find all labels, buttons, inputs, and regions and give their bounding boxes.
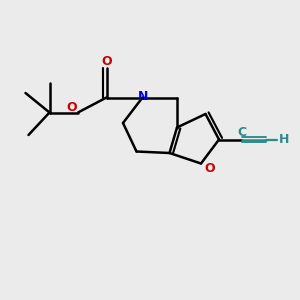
Text: O: O	[66, 100, 77, 114]
Text: O: O	[101, 55, 112, 68]
Text: N: N	[138, 89, 148, 103]
Text: C: C	[237, 125, 246, 139]
Text: O: O	[204, 162, 215, 176]
Text: H: H	[279, 133, 290, 146]
